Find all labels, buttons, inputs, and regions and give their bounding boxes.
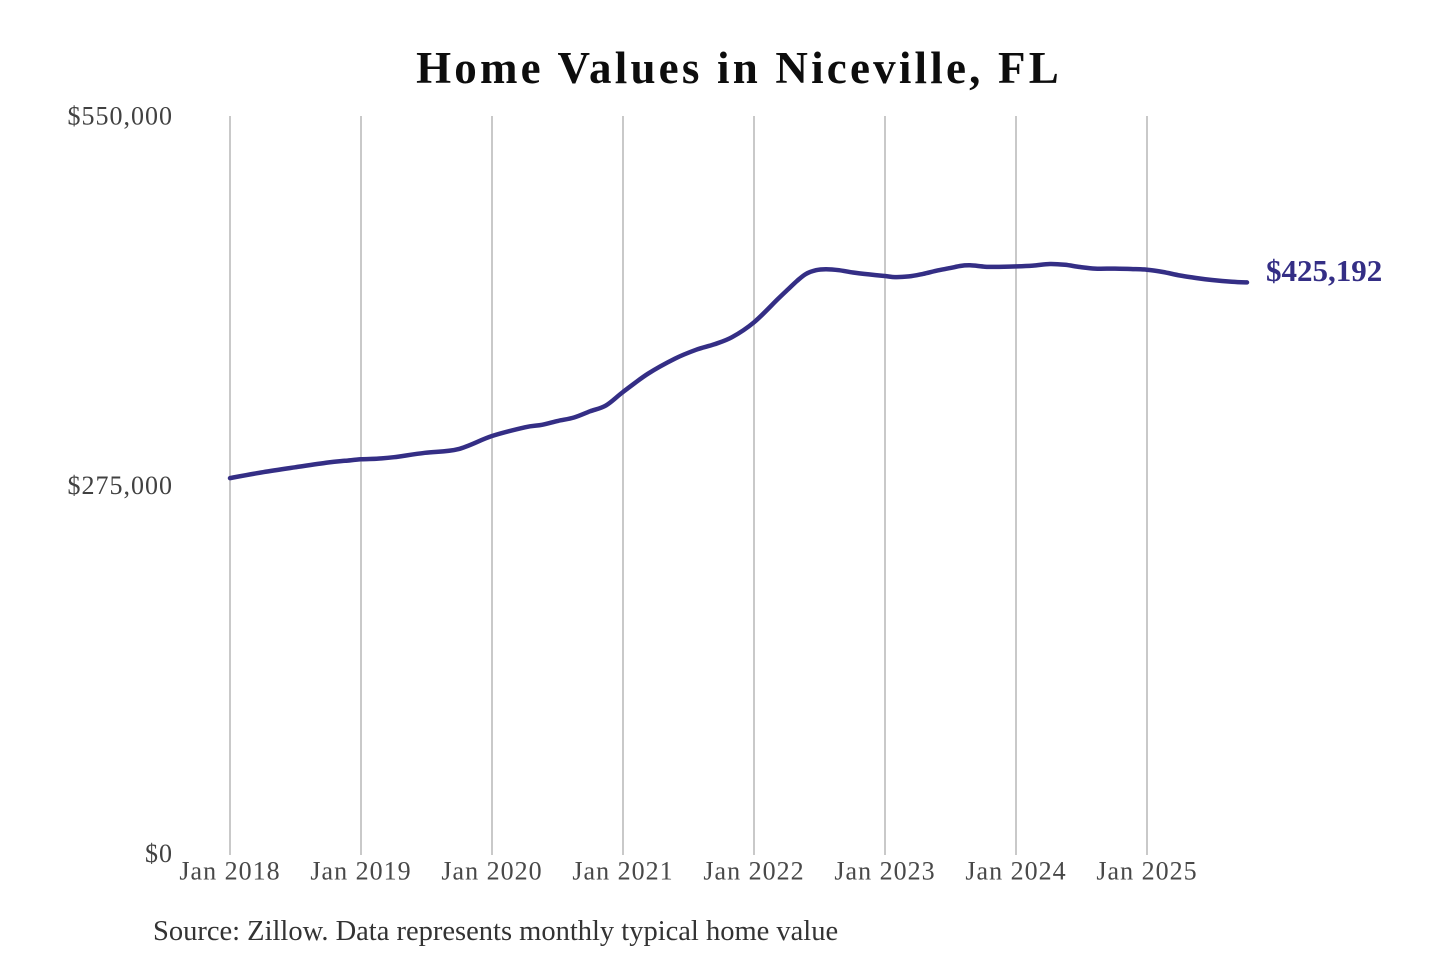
svg-text:Jan 2024: Jan 2024 [965,857,1066,886]
svg-text:$425,192: $425,192 [1266,253,1382,288]
svg-text:Jan 2025: Jan 2025 [1096,857,1197,886]
svg-text:$550,000: $550,000 [68,102,174,131]
svg-text:Jan 2018: Jan 2018 [179,857,280,886]
svg-text:Jan 2019: Jan 2019 [310,857,411,886]
svg-text:Source: Zillow. Data represent: Source: Zillow. Data represents monthly … [153,916,838,947]
svg-text:Jan 2021: Jan 2021 [572,857,673,886]
svg-text:$0: $0 [145,839,173,868]
svg-text:$275,000: $275,000 [68,471,174,500]
svg-text:Jan 2022: Jan 2022 [703,857,804,886]
svg-text:Home Values in Niceville, FL: Home Values in Niceville, FL [416,43,1062,93]
svg-text:Jan 2020: Jan 2020 [441,857,542,886]
svg-text:Jan 2023: Jan 2023 [834,857,935,886]
